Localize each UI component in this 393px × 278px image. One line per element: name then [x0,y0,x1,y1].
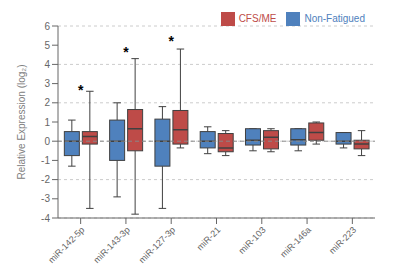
svg-text:miR-142-5p: miR-142-5p [46,225,86,265]
svg-text:Relative Expression (log₂): Relative Expression (log₂) [16,64,27,179]
svg-text:0: 0 [44,136,50,147]
svg-text:miR-127-3p: miR-127-3p [137,225,177,265]
html-text:CFS/ME: CFS/ME [238,12,277,24]
svg-text:*: * [78,82,84,98]
svg-text:1: 1 [44,117,50,128]
svg-text:miR-146a: miR-146a [278,225,313,260]
svg-text:3: 3 [44,78,50,89]
svg-text:-2: -2 [41,174,50,185]
html-text:Non-Fatigued: Non-Fatigued [304,12,365,24]
svg-text:miR-143-3p: miR-143-3p [92,225,132,265]
svg-text:miR-223: miR-223 [327,225,358,256]
svg-text:miR-103: miR-103 [237,225,268,256]
svg-text:-3: -3 [41,193,50,204]
svg-text:-4: -4 [41,213,50,224]
svg-text:4: 4 [44,59,50,70]
svg-text:*: * [168,33,174,49]
svg-text:6: 6 [44,21,50,32]
svg-text:2: 2 [44,97,50,108]
svg-text:-1: -1 [41,155,50,166]
svg-text:5: 5 [44,40,50,51]
svg-text:*: * [123,44,129,60]
svg-text:miR-21: miR-21 [195,225,223,253]
